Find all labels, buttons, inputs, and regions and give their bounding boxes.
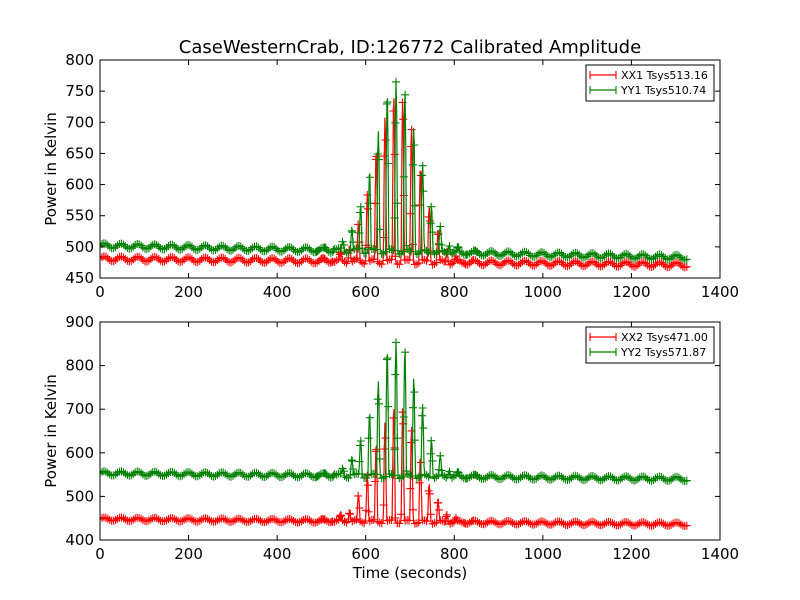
panel-2: 0 200 400 600 800 1000 1200 1400 400 500 600 700 800… (42, 313, 739, 563)
x-tick-label: 0 (95, 545, 105, 563)
legend-marker (589, 86, 617, 94)
series-2 (100, 77, 691, 264)
x-tick-label: 0 (95, 283, 105, 301)
data-area (100, 338, 691, 530)
x-tick-label: 1400 (701, 283, 739, 301)
series-2 (100, 338, 691, 486)
legend-label: XX1 Tsys513.16 (621, 69, 708, 82)
figure-title: CaseWesternCrab, ID:126772 Calibrated Am… (179, 37, 641, 58)
x-tick-label: 400 (263, 545, 292, 563)
y-tick-label: 600 (65, 176, 94, 194)
y-tick-label: 600 (65, 444, 94, 462)
y-tick-label: 550 (65, 207, 94, 225)
legend-box (585, 326, 715, 364)
legend: XX1 Tsys513.16 YY1 Tsys510.74 (585, 64, 715, 102)
legend-label: YY1 Tsys510.74 (620, 84, 706, 97)
panel-1: 0 200 400 600 800 1000 1200 1400 450 500 550 600 650… (42, 51, 739, 301)
x-tick-label: 200 (174, 283, 203, 301)
x-tick-label: 1200 (612, 545, 650, 563)
x-tick-label: 1200 (612, 283, 650, 301)
legend-marker (589, 348, 617, 356)
x-tick-label: 200 (174, 545, 203, 563)
x-tick-label: 1400 (701, 545, 739, 563)
axes-frame (99, 59, 721, 279)
x-tick-label: 1000 (524, 545, 562, 563)
y-tick-label: 700 (65, 400, 94, 418)
data-area (100, 77, 691, 272)
x-tick-label: 800 (440, 283, 469, 301)
x-tick-label: 400 (263, 283, 292, 301)
series-markers (100, 77, 691, 264)
legend-label: XX2 Tsys471.00 (621, 331, 708, 344)
legend-box (585, 64, 715, 102)
x-tick-label: 1000 (524, 283, 562, 301)
legend-marker (589, 71, 617, 79)
series-markers (100, 408, 691, 530)
x-axis-label: Time (seconds) (352, 564, 468, 582)
legend-marker (589, 333, 617, 341)
y-tick-label: 750 (65, 82, 94, 100)
x-tick-label: 800 (440, 545, 469, 563)
y-tick-label: 900 (65, 313, 94, 331)
legend: XX2 Tsys471.00 YY2 Tsys571.87 (585, 326, 715, 364)
y-tick-label: 800 (65, 51, 94, 69)
y-tick-label: 650 (65, 144, 94, 162)
series-1 (100, 408, 691, 530)
y-axis-label: Power in Kelvin (42, 112, 60, 226)
y-axis-label: Power in Kelvin (42, 374, 60, 488)
y-tick-label: 450 (65, 269, 94, 287)
legend-label: YY2 Tsys571.87 (620, 346, 706, 359)
y-tick-label: 700 (65, 113, 94, 131)
y-tick-label: 400 (65, 531, 94, 549)
x-tick-label: 600 (351, 283, 380, 301)
axes-frame (99, 321, 721, 541)
x-tick-label: 600 (351, 545, 380, 563)
y-tick-label: 500 (65, 487, 94, 505)
y-tick-label: 500 (65, 238, 94, 256)
y-tick-label: 800 (65, 357, 94, 375)
series-markers (100, 338, 691, 486)
